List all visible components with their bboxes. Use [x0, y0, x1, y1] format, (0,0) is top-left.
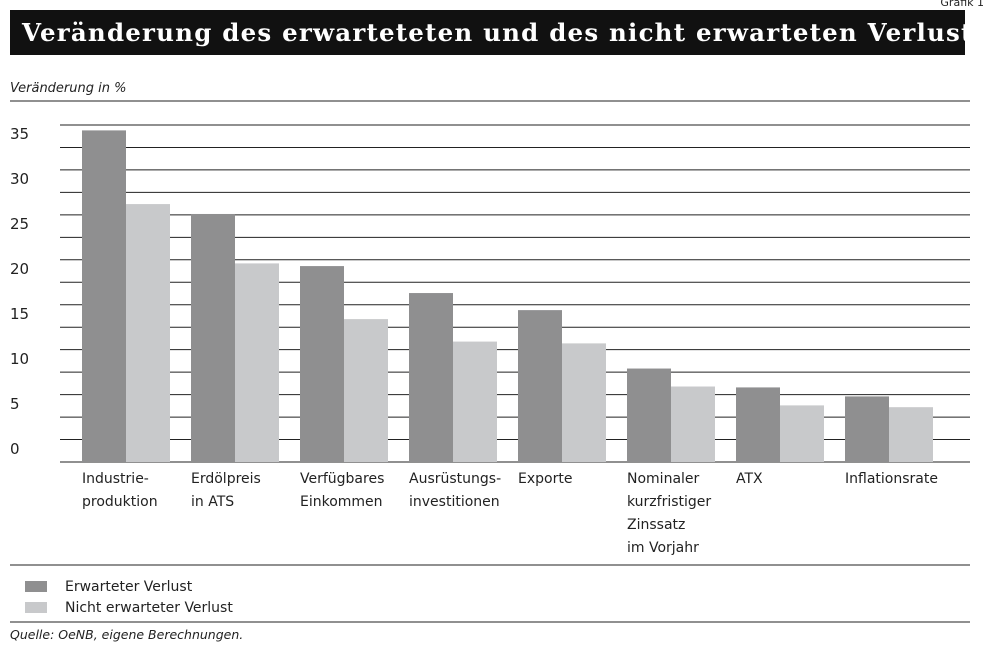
y-tick-label: 15	[10, 305, 30, 324]
bar	[671, 386, 715, 462]
bar	[453, 341, 497, 462]
corner-label: Grafik 1	[940, 0, 984, 9]
x-tick-label: Nominaler kurzfristiger Zinssatz im Vorj…	[627, 471, 712, 556]
y-axis-label: Veränderung in %	[10, 81, 127, 96]
bar	[845, 396, 889, 462]
bar	[889, 407, 933, 462]
bar	[562, 343, 606, 462]
y-tick-label: 35	[10, 125, 30, 144]
source-note: Quelle: OeNB, eigene Berechnungen.	[10, 627, 244, 642]
bar	[409, 293, 453, 462]
bar	[126, 204, 170, 462]
x-tick-label: Erdölpreis in ATS	[191, 471, 261, 510]
bar	[627, 368, 671, 462]
y-tick-label: 20	[10, 260, 30, 279]
chart-title: Veränderung des erwarteteten und des nic…	[10, 10, 986, 55]
y-tick-label: 5	[10, 395, 20, 414]
x-tick-label: Exporte	[518, 471, 573, 487]
x-tick-label: ATX	[736, 471, 763, 487]
legend-label: Erwarteter Verlust	[65, 579, 193, 595]
bar	[235, 263, 279, 462]
y-tick-label: 0	[10, 440, 20, 458]
legend-label: Nicht erwarteter Verlust	[65, 600, 233, 616]
legend-swatch	[25, 602, 47, 613]
bar	[82, 130, 126, 462]
bar	[191, 213, 235, 462]
bar	[736, 387, 780, 462]
x-tick-label: Inflationsrate	[845, 471, 938, 487]
y-tick-label: 10	[10, 350, 30, 369]
bar	[300, 266, 344, 462]
bar	[780, 405, 824, 462]
bar	[344, 319, 388, 462]
x-tick-label: Verfügbares Einkommen	[300, 471, 385, 510]
y-tick-label: 25	[10, 215, 30, 234]
x-tick-label: Industrie- produktion	[82, 471, 158, 510]
legend-swatch	[25, 581, 47, 592]
y-tick-label: 30	[10, 170, 30, 189]
x-tick-label: Ausrüstungs- investitionen	[409, 471, 502, 510]
bar	[518, 310, 562, 462]
